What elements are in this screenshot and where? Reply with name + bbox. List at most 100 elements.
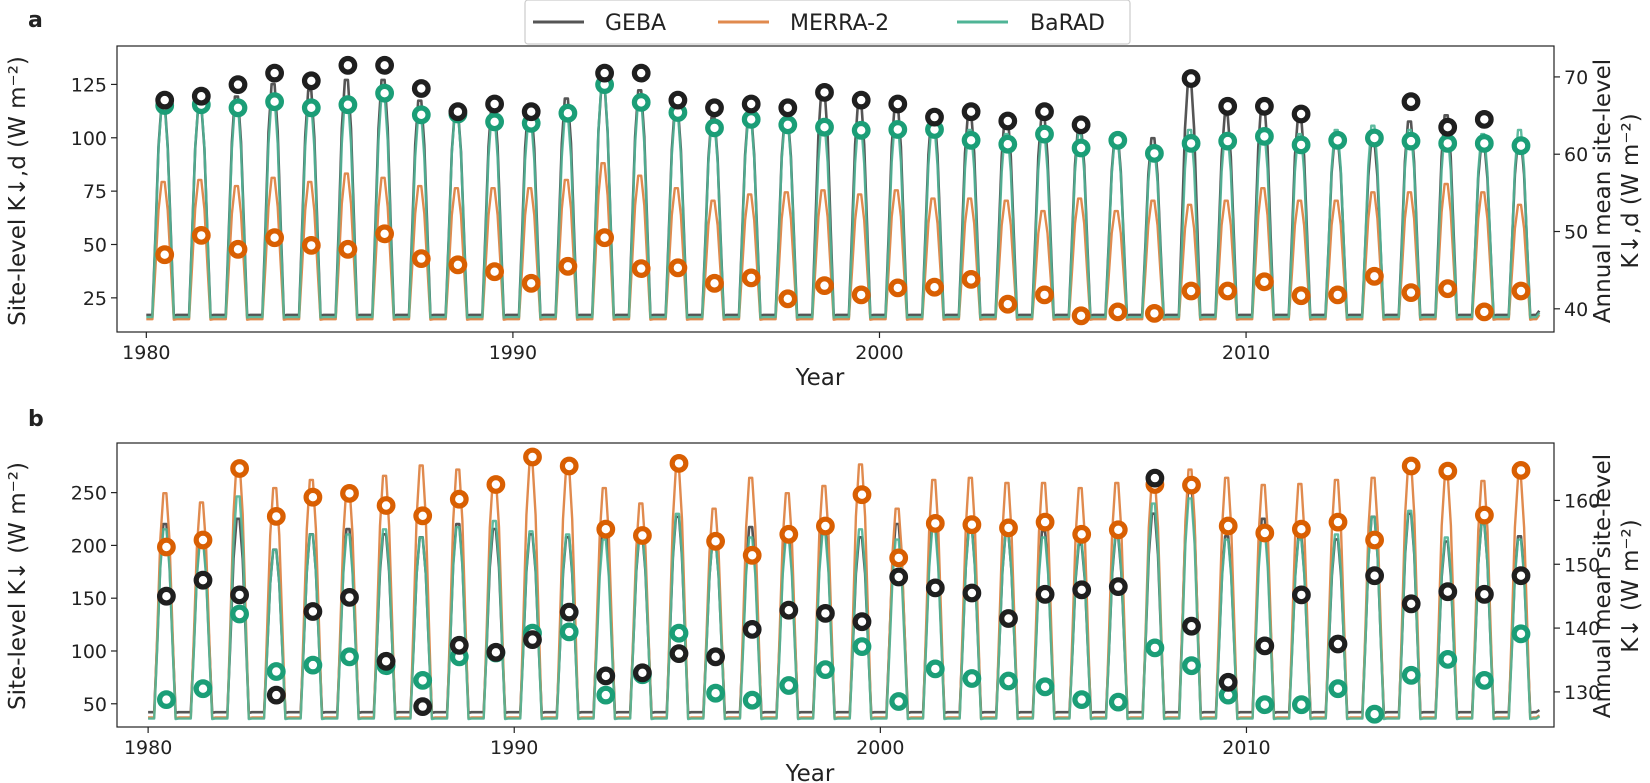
panel-b-annual-mean-merra2 [449, 489, 469, 509]
panel-a-y2tick-label: 60 [1564, 144, 1588, 166]
panel-b-annual-mean-barad [1438, 650, 1458, 669]
panel-a-annual-mean-barad [1511, 136, 1531, 156]
panel-a-annual-mean-barad [338, 95, 358, 115]
panel-a-annual-mean-barad [1474, 133, 1494, 153]
panel-b-annual-mean-merra2 [1182, 475, 1201, 495]
panel-b-annual-mean-merra2 [669, 454, 689, 473]
panel-a-annual-mean-barad [375, 83, 395, 103]
panel-a-annual-mean-geba [265, 63, 285, 83]
panel-b-annual-mean-barad [1474, 671, 1494, 690]
panel-a-annual-mean-geba [155, 90, 175, 110]
panel-b-xtick-label: 1980 [124, 737, 172, 759]
panel-a-annual-mean-barad [1071, 138, 1091, 158]
panel-b-annual-mean-geba [303, 602, 323, 621]
panel-a-annual-mean-merra2 [1328, 285, 1348, 305]
legend: GEBA MERRA-2 BaRAD [524, 0, 1131, 45]
panel-b-ytick-label: 100 [71, 641, 107, 663]
panel-a-annual-mean-merra2 [888, 278, 908, 298]
panel-a-annual-mean-merra2 [741, 268, 761, 288]
panel-b: b 1980 1990 2000 2010 50 100 150 200 250 130 140 15… [5, 407, 1644, 783]
panel-b-annual-mean-barad [1401, 665, 1421, 685]
panel-b-annual-mean-geba [633, 663, 652, 683]
legend-label-geba: GEBA [605, 11, 666, 36]
panel-b-frame [116, 442, 1555, 728]
panel-a-annual-mean-geba [595, 63, 614, 83]
panel-b-annual-mean-geba [1365, 566, 1384, 586]
panel-b-annual-mean-barad [742, 690, 762, 710]
panel-a-y2tick-label: 40 [1564, 299, 1588, 321]
panel-a-annual-mean-geba [961, 102, 981, 122]
panel-a-annual-mean-geba [998, 111, 1018, 131]
panel-a-annual-mean-geba [925, 107, 944, 127]
panel-a-annual-mean-merra2 [448, 255, 468, 275]
panel-a-annual-mean-geba [668, 90, 688, 110]
panel-b-ytick-label: 150 [71, 588, 107, 610]
panel-b-annual-mean-merra2 [1255, 523, 1275, 543]
panel-a-annual-mean-merra2 [1438, 279, 1458, 299]
panel-a-ylabel: Site-level K↓,d (W m⁻²) [5, 56, 31, 326]
panel-a-ytick-label: 100 [71, 128, 107, 150]
panel-b-annual-mean-barad [962, 669, 982, 688]
panel-a-annual-mean-geba [301, 71, 321, 91]
panel-a-ytick-label: 75 [83, 181, 107, 203]
panel-b-annual-mean-merra2 [1365, 530, 1384, 550]
panel-a-annual-mean-merra2 [851, 285, 871, 305]
panel-b-annual-mean-merra2 [779, 524, 799, 544]
panel-b-annual-mean-merra2 [1328, 512, 1348, 532]
legend-box [524, 0, 1131, 45]
panel-a-annual-mean-barad [998, 134, 1018, 154]
panel-b-annual-mean-merra2 [852, 485, 872, 505]
panel-b-annual-mean-barad [1328, 679, 1348, 699]
panel-b-xtick-label: 2010 [1222, 737, 1270, 759]
panel-b-annual-mean-barad [1072, 690, 1092, 709]
panel-a-annual-mean-barad [228, 98, 248, 118]
panel-a-annual-mean-merra2 [521, 273, 541, 293]
panel-a-annual-mean-barad [1364, 128, 1384, 148]
panel-b-annual-mean-barad [156, 690, 176, 709]
panel-b-annual-mean-merra2 [1291, 519, 1311, 539]
panel-b-annual-mean-barad [999, 671, 1018, 691]
panel-b-annual-mean-barad [706, 683, 725, 703]
panel-b-annual-mean-barad [816, 660, 835, 679]
panel-a-annual-mean-merra2 [265, 228, 285, 248]
panel-a-annual-mean-geba [228, 75, 248, 94]
panel-b-annual-mean-barad [925, 659, 945, 679]
panel-b-annual-mean-geba [1145, 468, 1165, 488]
panel-b-annual-mean-geba [559, 602, 579, 622]
panel-b-y2tick-label: 150 [1564, 554, 1600, 576]
panel-a-annual-mean-merra2 [1511, 281, 1531, 301]
panel-b-annual-mean-geba [1328, 634, 1348, 654]
panel-a-annual-mean-merra2 [1144, 304, 1164, 323]
panel-a-annual-mean-geba [815, 82, 834, 102]
panel-a-ticks: 1980 1990 2000 2010 25 50 75 100 125 40 50 60 70 [71, 67, 1588, 364]
panel-b-annual-mean-geba [596, 666, 616, 686]
panel-a-annual-mean-geba [1218, 96, 1238, 116]
panel-b-annual-mean-geba [1182, 616, 1201, 636]
panel-b-annual-mean-geba [999, 609, 1018, 628]
panel-a-annual-mean-merra2 [375, 224, 395, 244]
panel-b-annual-mean-geba [230, 585, 250, 605]
panel-b-annual-mean-geba [156, 586, 176, 606]
panel-a-annual-mean-barad [1438, 133, 1458, 153]
panel-a-xtick-label: 1980 [122, 342, 170, 364]
panel-b-annual-mean-geba [816, 604, 835, 623]
panel-b-annual-mean-geba [889, 567, 909, 587]
panel-b-annual-mean-barad [303, 655, 323, 675]
panel-b-ytick-label: 250 [71, 483, 107, 505]
panel-b-annual-mean-geba [706, 647, 725, 667]
panel-b-annual-mean-merra2 [523, 447, 542, 467]
panel-b-annual-mean-geba [1035, 584, 1055, 604]
panel-a-ytick-label: 125 [71, 74, 107, 96]
panel-a-annual-mean-geba [1181, 69, 1201, 88]
panel-a-annual-mean-merra2 [668, 258, 688, 278]
panel-b-annual-mean-geba [413, 697, 433, 716]
panel-b-y2label-line1: Annual mean site-level [1590, 454, 1616, 718]
panel-b-annual-mean-merra2 [156, 537, 176, 557]
panel-a-annual-mean-barad [961, 130, 981, 150]
panel-a-y2label-line2: K↓,d (W m⁻²) [1618, 113, 1644, 268]
panel-b-annual-mean-merra2 [889, 548, 909, 568]
panel-b-series [148, 447, 1541, 724]
panel-a-annual-mean-merra2 [1108, 302, 1128, 322]
panel-a-annual-mean-geba [338, 55, 358, 75]
